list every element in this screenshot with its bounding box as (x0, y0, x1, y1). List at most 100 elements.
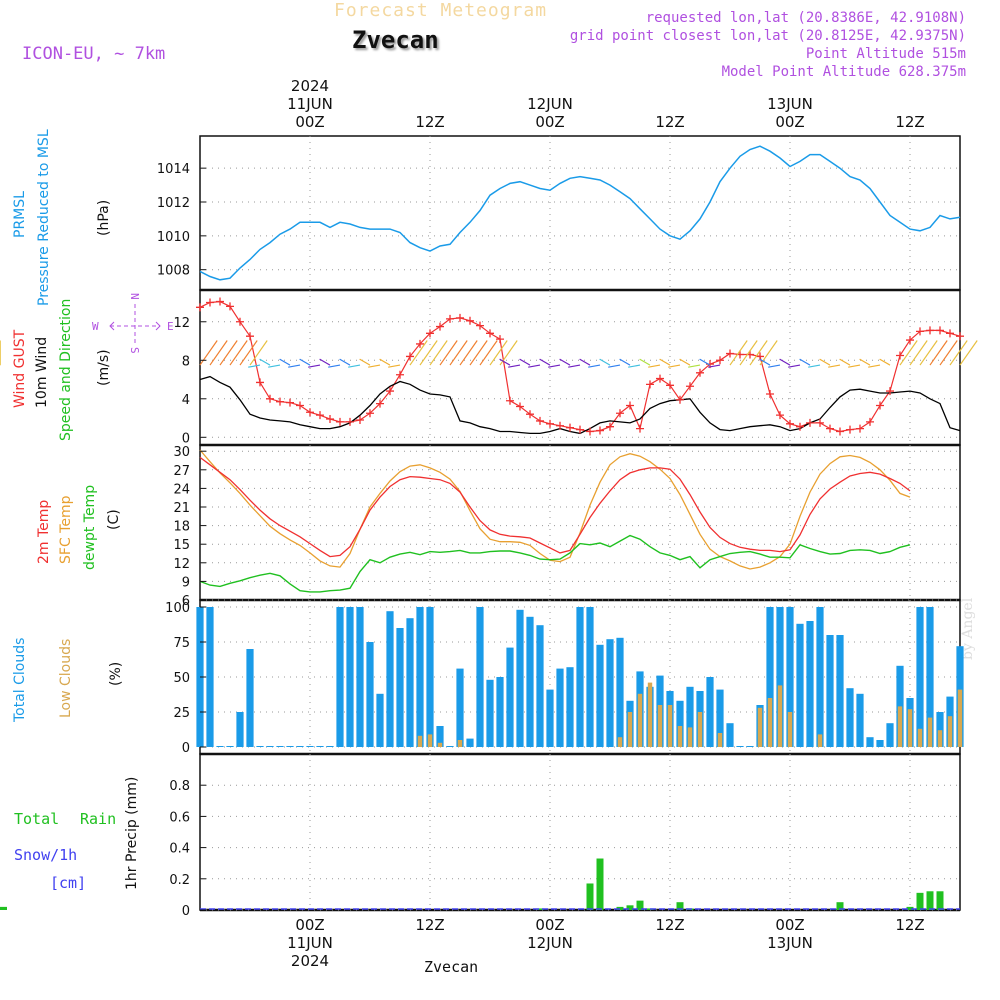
gust-marker (456, 313, 464, 322)
wind-direction-arrow (508, 364, 521, 368)
wind-direction-arrow (859, 358, 871, 366)
total-cloud-bar (486, 679, 494, 747)
wind-direction-arrow (708, 364, 721, 368)
gust-marker (196, 303, 204, 312)
total-cloud-bar (346, 607, 354, 747)
total-cloud-bar (386, 611, 394, 747)
y-tick-label: 27 (173, 464, 190, 479)
total-cloud-bar (506, 647, 514, 747)
gust-marker (576, 425, 584, 434)
wind-direction-arrow (268, 364, 281, 368)
wind-direction-arrow (299, 358, 311, 366)
total-cloud-bar (256, 746, 264, 747)
location-title: Zvecan (352, 26, 439, 54)
top-time-label: 12Z (415, 113, 444, 131)
wind-direction-arrow (469, 340, 488, 366)
top-time-label: 12JUN (527, 95, 573, 113)
y-tick-label: 1008 (157, 264, 190, 279)
pressure-line (199, 145, 961, 281)
grid-point-coords: grid point closest lon,lat (20.8125E, 42… (569, 28, 966, 44)
total-cloud-bar (826, 635, 834, 747)
total-cloud-bar (406, 618, 414, 747)
low-cloud-bar (427, 734, 433, 747)
requested-coords: requested lon,lat (20.8386E, 42.9108N) (645, 10, 966, 26)
gust-marker (566, 423, 574, 432)
gust-marker (506, 396, 514, 405)
top-time-label: 00Z (295, 113, 324, 131)
low-cloud-bar (417, 735, 423, 747)
gust-marker (946, 329, 954, 338)
dewpt-label: dewpt Temp (82, 485, 98, 570)
gust-marker (896, 351, 904, 360)
panel-frame (199, 753, 961, 911)
y-tick-label: 4 (182, 393, 190, 408)
y-tick-label: 8 (182, 354, 190, 369)
total-cloud-bar (846, 688, 854, 747)
total-cloud-bar (926, 607, 934, 747)
cloud-unit: (%) (108, 662, 124, 686)
prmsl-unit: (hPa) (96, 200, 112, 236)
temp-unit: (C) (106, 509, 122, 530)
total-cloud-bar (806, 621, 814, 747)
wind-direction-arrow (868, 364, 881, 368)
wind-direction-arrow (459, 340, 478, 366)
total-cloud-bar (776, 607, 784, 747)
total-cloud-bar (566, 667, 574, 747)
wind-direction-arrow (919, 340, 938, 366)
wind-unit: (m/s) (96, 349, 112, 386)
wind-direction-arrow (439, 340, 458, 366)
total-cloud-bar (446, 746, 454, 747)
top-time-label: 11JUN (287, 95, 333, 113)
gust-marker (246, 332, 254, 341)
precip-bar (536, 908, 544, 910)
wind-dir-label: Speed and Direction (58, 299, 74, 441)
gust-marker (936, 326, 944, 335)
super-title: Forecast Meteogram (334, 0, 548, 21)
y-tick-label: 50 (173, 671, 190, 686)
precip-bar (916, 892, 924, 910)
total-cloud-bar (576, 607, 584, 747)
prmsl-label: PRMSL (12, 191, 28, 238)
low-cloud-bar (667, 705, 673, 747)
wind-direction-arrow (559, 358, 571, 366)
wind-direction-arrow (879, 358, 891, 366)
total-cloud-bar (216, 746, 224, 747)
gust-marker (536, 416, 544, 425)
chart-marks (0, 145, 978, 910)
y-tick-label: 1010 (157, 230, 190, 245)
gust-marker (666, 381, 674, 390)
y-tick-label: 24 (173, 482, 190, 497)
wind-direction-arrow (808, 364, 821, 368)
compass-w: W (92, 320, 99, 333)
wind-direction-arrow (579, 358, 591, 366)
y-tick-label: 1012 (157, 196, 190, 211)
gust-marker (796, 422, 804, 431)
gust-marker (926, 326, 934, 335)
gust-marker (686, 382, 694, 391)
total-cloud-bar (286, 746, 294, 747)
prmsl-sublabel: Pressure Reduced to MSL (36, 129, 52, 306)
total-cloud-bar (606, 639, 614, 747)
gust-marker (606, 422, 614, 431)
wind-direction-arrow (288, 364, 301, 368)
legend-rain: Rain (80, 810, 116, 828)
top-time-label: 00Z (535, 113, 564, 131)
low-cloud-bar (817, 734, 823, 747)
total-cloud-bar (886, 723, 894, 747)
gust-marker (396, 370, 404, 379)
total-cloud-bar (816, 607, 824, 747)
wind-direction-arrow (588, 364, 601, 368)
gust-marker (866, 417, 874, 426)
bottom-time-label: 00Z (535, 916, 564, 934)
total-cloud-bar (546, 689, 554, 747)
gust-marker (216, 297, 224, 306)
y-tick-label: 18 (173, 520, 190, 535)
top-time-label: 12Z (895, 113, 924, 131)
gust-marker (776, 411, 784, 420)
gust-marker (726, 349, 734, 358)
wind-direction-arrow (409, 340, 428, 366)
wind-direction-arrow (449, 340, 468, 366)
gust-marker (416, 339, 424, 348)
total-cloud-bar (936, 712, 944, 747)
